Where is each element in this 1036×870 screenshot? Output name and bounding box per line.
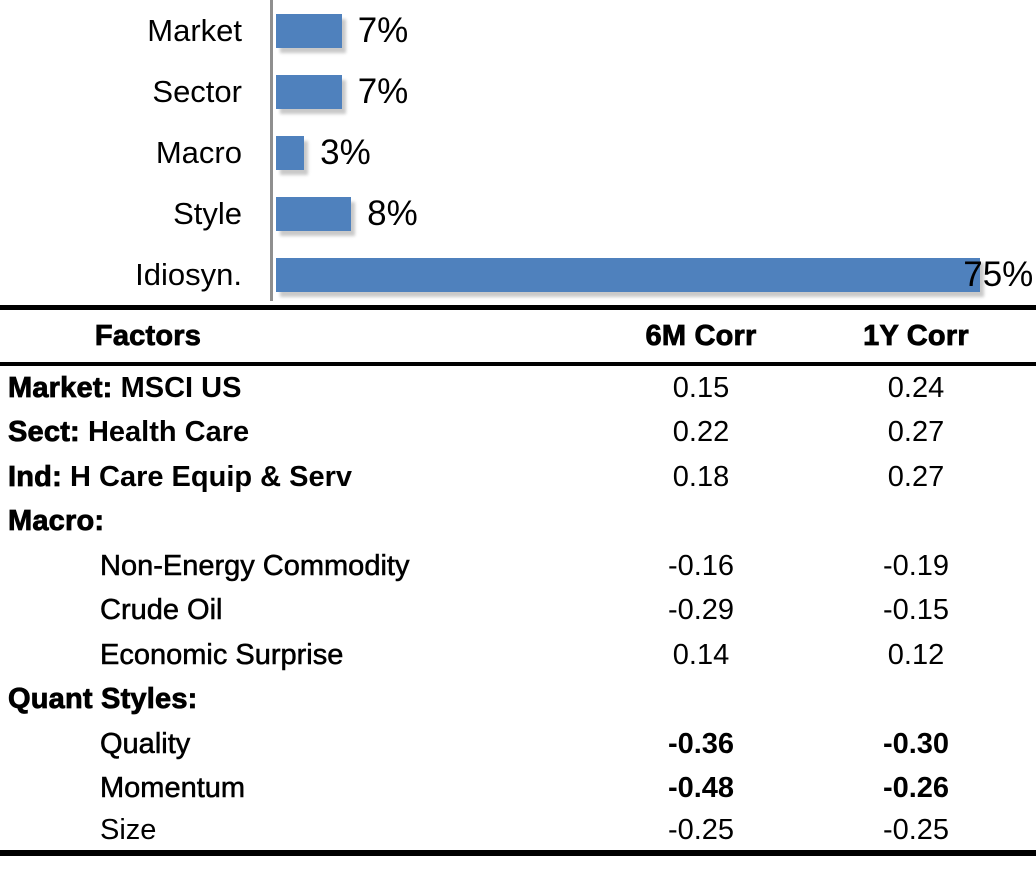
cell-6m-corr: 0.18 (672, 460, 730, 493)
bar-value-label: 7% (357, 10, 409, 50)
table-row-market: Market: MSCI US 0.15 0.24 (0, 366, 1036, 411)
table-header-row: Factors 6M Corr 1Y Corr (0, 310, 1036, 366)
cell-1y-corr: -0.30 (882, 727, 950, 760)
bar-value-label: 7% (357, 71, 409, 111)
cell-1y-corr: -0.19 (882, 549, 950, 582)
table-row-non-energy-commodity: Non-Energy Commodity -0.16 -0.19 (0, 544, 1036, 589)
bar-market (276, 13, 342, 48)
bar-row-macro: Macro 3% (0, 122, 1036, 183)
row-label: Health Care (79, 416, 250, 449)
cell-1y-corr: -0.25 (882, 813, 950, 846)
bar-row-idiosyncratic: Idiosyn. 75% (0, 244, 1036, 305)
cell-1y-corr: 0.27 (887, 460, 945, 493)
table-row-sector: Sect: Health Care 0.22 0.27 (0, 411, 1036, 456)
row-label: MSCI US (112, 371, 242, 404)
cell-6m-corr: -0.29 (667, 594, 735, 627)
row-label: Quality (100, 727, 191, 760)
cell-6m-corr: -0.36 (667, 727, 735, 760)
cell-6m-corr: -0.48 (667, 772, 735, 805)
row-label-prefix: Sect: (8, 416, 81, 449)
cell-1y-corr: -0.26 (882, 772, 950, 805)
category-label: Idiosyn. (135, 256, 242, 292)
cell-6m-corr: 0.22 (672, 416, 730, 449)
bar-value-label: 75% (963, 254, 1034, 294)
cell-6m-corr: -0.16 (667, 549, 735, 582)
cell-6m-corr: 0.15 (672, 371, 730, 404)
category-label: Style (173, 195, 242, 231)
bar-row-sector: Sector 7% (0, 61, 1036, 122)
factor-correlation-table: Factors 6M Corr 1Y Corr Market: MSCI US … (0, 305, 1036, 856)
category-label: Market (147, 12, 242, 48)
table-row-momentum: Momentum -0.48 -0.26 (0, 767, 1036, 812)
chart-rows: Market 7% Sector 7% Macro 3% Style (0, 0, 1036, 305)
table-row-quality: Quality -0.36 -0.30 (0, 722, 1036, 767)
bar-value-label: 3% (320, 132, 371, 172)
bar-idiosyncratic (276, 257, 981, 292)
header-6m-corr: 6M Corr (645, 319, 757, 352)
bar-row-market: Market 7% (0, 0, 1036, 61)
table-row-quant-styles-header: Quant Styles: (0, 678, 1036, 723)
row-label-prefix: Quant Styles: (8, 683, 198, 716)
row-label-prefix: Ind: (8, 460, 63, 493)
bar-value-label: 8% (367, 193, 418, 233)
table-row-economic-surprise: Economic Surprise 0.14 0.12 (0, 633, 1036, 678)
row-label-prefix: Macro: (8, 505, 105, 538)
bar-sector (276, 74, 342, 109)
row-label-prefix: Market: (8, 371, 113, 404)
row-label: Non-Energy Commodity (100, 549, 410, 582)
row-label: Crude Oil (100, 594, 223, 627)
header-factors: Factors (94, 319, 202, 352)
cell-1y-corr: 0.27 (887, 416, 945, 449)
category-label: Sector (152, 73, 242, 109)
risk-decomposition-bar-chart: Market 7% Sector 7% Macro 3% Style (0, 0, 1036, 305)
cell-1y-corr: 0.12 (887, 638, 945, 671)
bar-macro (276, 135, 305, 170)
bar-style (276, 196, 352, 231)
row-label: H Care Equip & Serv (61, 460, 353, 493)
cell-1y-corr: -0.15 (882, 594, 950, 627)
category-label: Macro (155, 134, 242, 170)
row-label: Momentum (100, 772, 246, 805)
table-row-macro-header: Macro: (0, 500, 1036, 545)
cell-6m-corr: -0.25 (667, 813, 735, 846)
row-label: Economic Surprise (100, 638, 344, 671)
cell-6m-corr: 0.14 (672, 638, 730, 671)
table-row-industry: Ind: H Care Equip & Serv 0.18 0.27 (0, 455, 1036, 500)
table-row-crude-oil: Crude Oil -0.29 -0.15 (0, 589, 1036, 634)
table-row-size: Size -0.25 -0.25 (0, 811, 1036, 856)
bar-row-style: Style 8% (0, 183, 1036, 244)
cell-1y-corr: 0.24 (887, 371, 945, 404)
row-label: Size (100, 813, 157, 846)
header-1y-corr: 1Y Corr (863, 319, 969, 352)
chart-baseline-axis (270, 0, 273, 301)
